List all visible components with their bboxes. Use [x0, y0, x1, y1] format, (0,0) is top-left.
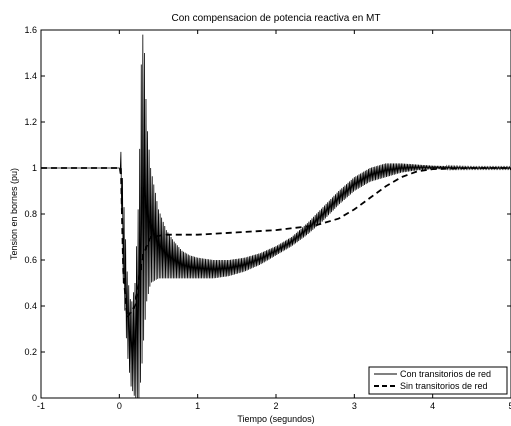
y-tick-label: 0.4 — [24, 301, 37, 311]
series-layer — [41, 34, 511, 399]
axis-ticks: -101234500.20.40.60.811.21.41.6 — [24, 25, 511, 411]
series-sin-transitorios-line — [41, 167, 511, 321]
x-tick-label: 4 — [430, 401, 435, 411]
chart-title: Con compensacion de potencia reactiva en… — [171, 13, 380, 24]
y-tick-label: 0.6 — [24, 255, 37, 265]
x-tick-label: -1 — [37, 401, 45, 411]
y-tick-label: 1.6 — [24, 25, 37, 35]
legend-label-dashed: Sin transitorios de red — [400, 381, 488, 391]
y-tick-label: 1 — [32, 163, 37, 173]
y-axis-label: Tension en bornes (pu) — [9, 168, 19, 260]
x-tick-label: 1 — [195, 401, 200, 411]
plot-background — [41, 30, 511, 398]
legend: Con transitorios de red Sin transitorios… — [368, 366, 508, 395]
y-tick-label: 1.2 — [24, 117, 37, 127]
y-tick-label: 1.4 — [24, 71, 37, 81]
x-tick-label: 0 — [117, 401, 122, 411]
legend-box — [368, 366, 508, 395]
y-tick-label: 0.8 — [24, 209, 37, 219]
x-tick-label: 2 — [273, 401, 278, 411]
series-con-transitorios-line — [41, 34, 511, 399]
x-tick-label: 5 — [508, 401, 511, 411]
plot-frame — [40, 29, 511, 399]
x-tick-label: 3 — [352, 401, 357, 411]
x-axis-label: Tiempo (segundos) — [237, 414, 314, 424]
y-tick-label: 0.2 — [24, 347, 37, 357]
y-tick-label: 0 — [32, 393, 37, 403]
legend-label-solid: Con transitorios de red — [400, 369, 491, 379]
